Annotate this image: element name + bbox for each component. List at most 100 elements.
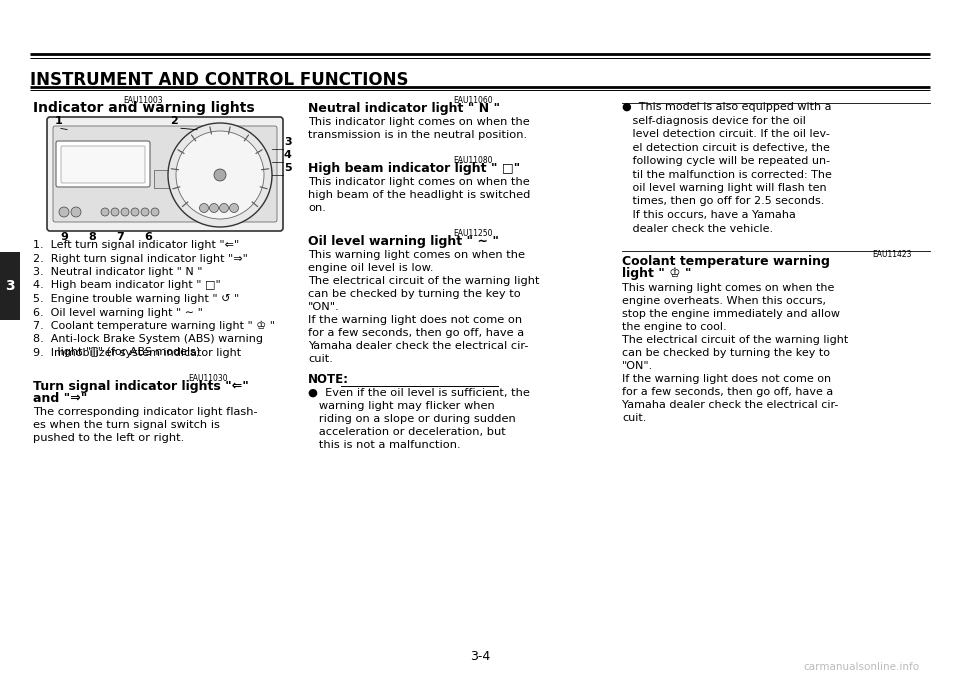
Text: This indicator light comes on when the: This indicator light comes on when the bbox=[308, 117, 530, 127]
Text: 3-4: 3-4 bbox=[469, 650, 491, 663]
Text: The corresponding indicator light flash-: The corresponding indicator light flash- bbox=[33, 407, 257, 417]
FancyBboxPatch shape bbox=[56, 141, 150, 187]
Text: light " ♔ ": light " ♔ " bbox=[622, 267, 691, 280]
Text: EAU11250: EAU11250 bbox=[453, 229, 493, 238]
Circle shape bbox=[111, 208, 119, 216]
Text: INSTRUMENT AND CONTROL FUNCTIONS: INSTRUMENT AND CONTROL FUNCTIONS bbox=[30, 71, 409, 89]
Text: level detection circuit. If the oil lev-: level detection circuit. If the oil lev- bbox=[622, 129, 829, 139]
Text: 6: 6 bbox=[144, 232, 152, 242]
Text: pushed to the left or right.: pushed to the left or right. bbox=[33, 433, 184, 443]
Text: Coolant temperature warning: Coolant temperature warning bbox=[622, 255, 829, 268]
Text: EAU11423: EAU11423 bbox=[873, 250, 912, 259]
Text: acceleration or deceleration, but: acceleration or deceleration, but bbox=[308, 427, 506, 437]
Text: oil level warning light will flash ten: oil level warning light will flash ten bbox=[622, 183, 827, 193]
Text: Yamaha dealer check the electrical cir-: Yamaha dealer check the electrical cir- bbox=[622, 400, 838, 410]
Text: "ON".: "ON". bbox=[622, 361, 653, 371]
Text: 4.  High beam indicator light " □": 4. High beam indicator light " □" bbox=[33, 281, 221, 290]
Text: self-diagnosis device for the oil: self-diagnosis device for the oil bbox=[622, 115, 805, 125]
Text: 8: 8 bbox=[88, 232, 96, 242]
Text: NOTE:: NOTE: bbox=[308, 373, 349, 386]
Text: following cycle will be repeated un-: following cycle will be repeated un- bbox=[622, 156, 830, 166]
Text: 7: 7 bbox=[116, 232, 124, 242]
Text: 2.  Right turn signal indicator light "⇒": 2. Right turn signal indicator light "⇒" bbox=[33, 254, 248, 264]
Text: for a few seconds, then go off, have a: for a few seconds, then go off, have a bbox=[622, 387, 833, 397]
Circle shape bbox=[209, 203, 219, 212]
Circle shape bbox=[59, 207, 69, 217]
Bar bbox=[154, 170, 186, 188]
Circle shape bbox=[131, 208, 139, 216]
Text: Yamaha dealer check the electrical cir-: Yamaha dealer check the electrical cir- bbox=[308, 341, 529, 351]
Text: riding on a slope or during sudden: riding on a slope or during sudden bbox=[308, 414, 516, 424]
Text: 7.  Coolant temperature warning light " ♔ ": 7. Coolant temperature warning light " ♔… bbox=[33, 321, 275, 331]
Text: Turn signal indicator lights "⇐": Turn signal indicator lights "⇐" bbox=[33, 380, 249, 393]
Text: can be checked by turning the key to: can be checked by turning the key to bbox=[622, 348, 830, 358]
Text: warning light may flicker when: warning light may flicker when bbox=[308, 401, 494, 411]
Text: EAU11060: EAU11060 bbox=[453, 96, 493, 105]
Text: engine overheats. When this occurs,: engine overheats. When this occurs, bbox=[622, 296, 826, 306]
Text: 3: 3 bbox=[284, 137, 292, 147]
Circle shape bbox=[220, 203, 228, 212]
Text: 1: 1 bbox=[55, 116, 62, 126]
Text: 4: 4 bbox=[284, 150, 292, 160]
Circle shape bbox=[176, 131, 264, 219]
Text: Neutral indicator light " N ": Neutral indicator light " N " bbox=[308, 102, 500, 115]
Text: High beam indicator light " □": High beam indicator light " □" bbox=[308, 162, 520, 175]
Text: cuit.: cuit. bbox=[308, 354, 333, 364]
Text: dealer check the vehicle.: dealer check the vehicle. bbox=[622, 224, 773, 233]
Circle shape bbox=[121, 208, 129, 216]
Text: ●  Even if the oil level is sufficient, the: ● Even if the oil level is sufficient, t… bbox=[308, 388, 530, 398]
Text: and "⇒": and "⇒" bbox=[33, 392, 87, 405]
Text: The electrical circuit of the warning light: The electrical circuit of the warning li… bbox=[308, 276, 540, 286]
Circle shape bbox=[168, 123, 272, 227]
Circle shape bbox=[200, 203, 208, 212]
Text: transmission is in the neutral position.: transmission is in the neutral position. bbox=[308, 130, 527, 140]
Circle shape bbox=[214, 169, 226, 181]
Text: the engine to cool.: the engine to cool. bbox=[622, 322, 727, 332]
Text: 6.  Oil level warning light " ∼ ": 6. Oil level warning light " ∼ " bbox=[33, 308, 203, 317]
Text: EAU11080: EAU11080 bbox=[453, 156, 493, 165]
Text: es when the turn signal switch is: es when the turn signal switch is bbox=[33, 420, 220, 430]
Text: times, then go off for 2.5 seconds.: times, then go off for 2.5 seconds. bbox=[622, 197, 825, 207]
Text: The electrical circuit of the warning light: The electrical circuit of the warning li… bbox=[622, 335, 849, 345]
Text: can be checked by turning the key to: can be checked by turning the key to bbox=[308, 289, 520, 299]
Circle shape bbox=[151, 208, 159, 216]
Text: cuit.: cuit. bbox=[622, 413, 646, 423]
Text: stop the engine immediately and allow: stop the engine immediately and allow bbox=[622, 309, 840, 319]
Text: 5.  Engine trouble warning light " ↺ ": 5. Engine trouble warning light " ↺ " bbox=[33, 294, 239, 304]
Text: light "⒪" (for ABS models): light "⒪" (for ABS models) bbox=[33, 347, 201, 357]
Text: If the warning light does not come on: If the warning light does not come on bbox=[308, 315, 522, 325]
Text: 9: 9 bbox=[60, 232, 68, 242]
Text: on.: on. bbox=[308, 203, 325, 213]
Text: til the malfunction is corrected: The: til the malfunction is corrected: The bbox=[622, 170, 832, 180]
Text: el detection circuit is defective, the: el detection circuit is defective, the bbox=[622, 142, 829, 153]
Text: Indicator and warning lights: Indicator and warning lights bbox=[33, 101, 254, 115]
Circle shape bbox=[141, 208, 149, 216]
Text: This indicator light comes on when the: This indicator light comes on when the bbox=[308, 177, 530, 187]
Text: 9.  Immobilizer system indicator light: 9. Immobilizer system indicator light bbox=[33, 348, 241, 358]
Text: 1.  Left turn signal indicator light "⇐": 1. Left turn signal indicator light "⇐" bbox=[33, 240, 239, 250]
Text: If the warning light does not come on: If the warning light does not come on bbox=[622, 374, 831, 384]
Text: 8.  Anti-lock Brake System (ABS) warning: 8. Anti-lock Brake System (ABS) warning bbox=[33, 334, 263, 344]
FancyBboxPatch shape bbox=[61, 146, 145, 183]
Text: If this occurs, have a Yamaha: If this occurs, have a Yamaha bbox=[622, 210, 796, 220]
Circle shape bbox=[101, 208, 109, 216]
Text: for a few seconds, then go off, have a: for a few seconds, then go off, have a bbox=[308, 328, 524, 338]
Text: high beam of the headlight is switched: high beam of the headlight is switched bbox=[308, 190, 530, 200]
Text: 3.  Neutral indicator light " N ": 3. Neutral indicator light " N " bbox=[33, 267, 203, 277]
Text: Oil level warning light " ∼ ": Oil level warning light " ∼ " bbox=[308, 235, 499, 248]
Text: 2: 2 bbox=[170, 116, 178, 126]
Text: ●  This model is also equipped with a: ● This model is also equipped with a bbox=[622, 102, 831, 112]
Circle shape bbox=[71, 207, 81, 217]
Text: EAU11030: EAU11030 bbox=[188, 374, 228, 383]
Text: this is not a malfunction.: this is not a malfunction. bbox=[308, 440, 461, 450]
Circle shape bbox=[229, 203, 238, 212]
Text: EAU11003: EAU11003 bbox=[124, 96, 163, 105]
Text: 3: 3 bbox=[5, 279, 14, 293]
Text: This warning light comes on when the: This warning light comes on when the bbox=[622, 283, 834, 293]
Text: "ON".: "ON". bbox=[308, 302, 340, 312]
FancyBboxPatch shape bbox=[53, 126, 277, 222]
Text: 5: 5 bbox=[284, 163, 292, 173]
Text: This warning light comes on when the: This warning light comes on when the bbox=[308, 250, 525, 260]
FancyBboxPatch shape bbox=[47, 117, 283, 231]
Text: carmanualsonline.info: carmanualsonline.info bbox=[804, 662, 920, 672]
